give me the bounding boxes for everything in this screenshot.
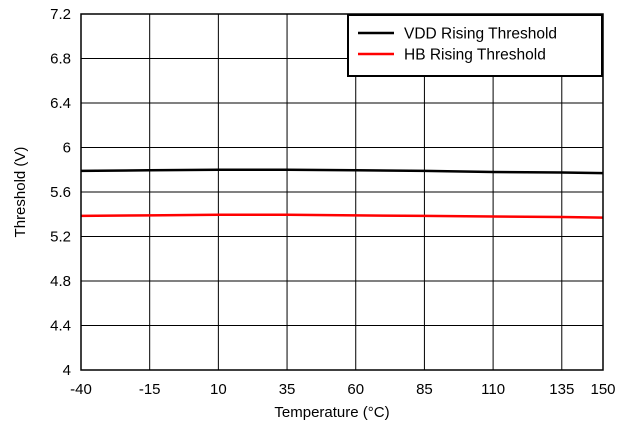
series-layer: [80, 168, 604, 219]
y-axis-label: Threshold (V): [12, 147, 29, 238]
y-tick-label: 5.2: [50, 229, 71, 246]
y-tick-label: 4: [63, 362, 71, 379]
x-tick-label: 60: [347, 381, 364, 398]
y-tick-label: 6: [63, 140, 71, 157]
plot-area-border: [80, 13, 604, 371]
y-tick-labels: 4 4.4 4.8 5.2 5.6 6 6.4 6.8 7.2: [50, 6, 71, 379]
series-line-hb: [80, 213, 604, 219]
x-tick-label: 135: [549, 381, 574, 398]
y-tick-label: 6.4: [50, 95, 71, 112]
legend-label-hb: HB Rising Threshold: [404, 47, 546, 64]
x-tick-label: -15: [139, 381, 161, 398]
y-tick-label: 5.6: [50, 184, 71, 201]
legend-box: [347, 14, 603, 77]
series-line-vdd: [80, 168, 604, 175]
legend-label-vdd: VDD Rising Threshold: [404, 26, 557, 43]
y-tick-label: 4.4: [50, 318, 71, 335]
y-tick-label: 6.8: [50, 51, 71, 68]
x-axis-label: Temperature (°C): [274, 404, 389, 421]
x-tick-label: 85: [416, 381, 433, 398]
x-tick-label: 10: [210, 381, 227, 398]
x-tick-label: 110: [481, 381, 505, 398]
x-tick-label: 35: [279, 381, 296, 398]
legend: VDD Rising Threshold HB Rising Threshold: [347, 14, 603, 77]
x-tick-labels: -40 -15 10 35 60 85 110 135 150: [70, 381, 615, 398]
x-tick-label: 150: [590, 381, 615, 398]
y-tick-label: 4.8: [50, 273, 71, 290]
y-tick-label: 7.2: [50, 6, 71, 23]
x-tick-label: -40: [70, 381, 92, 398]
